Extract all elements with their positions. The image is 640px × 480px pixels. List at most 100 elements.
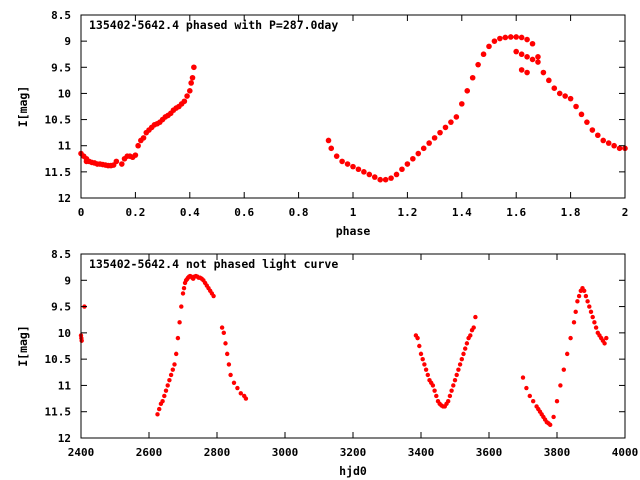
data-point (593, 325, 599, 330)
data-point (524, 385, 529, 391)
data-point (180, 291, 186, 296)
y-tick-label: 9 (64, 274, 71, 287)
x-tick-label: 0.8 (289, 206, 309, 219)
data-point (382, 176, 389, 183)
data-point (561, 367, 566, 372)
y-tick-label: 11 (58, 379, 72, 392)
data-point (459, 101, 465, 107)
data-point (558, 383, 563, 388)
data-point (442, 124, 449, 131)
data-point (140, 135, 147, 141)
data-point (548, 422, 553, 428)
y-tick-label: 11.5 (45, 166, 72, 179)
data-point (223, 341, 228, 346)
data-point (188, 80, 194, 86)
data-point (471, 325, 476, 330)
data-point (454, 372, 459, 378)
data-point (437, 129, 443, 136)
data-point (371, 174, 378, 180)
y-tick-label: 9.5 (51, 301, 71, 314)
data-point (584, 119, 590, 125)
data-point (592, 320, 597, 325)
data-point (179, 304, 184, 309)
data-point (611, 142, 617, 149)
x-tick-label: 3000 (272, 446, 299, 459)
data-point (399, 166, 405, 173)
x-tick-label: 2 (622, 206, 629, 219)
x-tick-label: 3200 (340, 446, 367, 459)
data-point (582, 288, 587, 293)
data-point (518, 51, 525, 58)
data-point (155, 412, 160, 417)
data-point (448, 119, 454, 125)
data-point (602, 341, 607, 346)
data-point (573, 309, 578, 315)
data-point (228, 372, 233, 378)
data-point (616, 145, 623, 152)
data-point (573, 103, 579, 110)
data-point (172, 362, 177, 367)
x-tick-label: 2600 (136, 446, 163, 459)
x-tick-label: 1.4 (452, 206, 472, 219)
x-tick-label: 2400 (68, 446, 95, 459)
data-point (497, 35, 503, 42)
data-point (589, 127, 596, 133)
data-point (513, 34, 519, 40)
data-point (457, 362, 463, 367)
data-point (449, 388, 454, 393)
data-point (113, 158, 120, 165)
data-point (464, 88, 471, 94)
data-point (486, 43, 492, 50)
data-point (162, 393, 167, 399)
x-tick-label: 3400 (408, 446, 435, 459)
data-point (551, 85, 558, 91)
data-point (535, 59, 541, 65)
data-point (184, 93, 190, 99)
phased-data-points (78, 34, 628, 183)
data-point (177, 320, 182, 325)
data-point (513, 48, 519, 55)
data-point (588, 309, 594, 315)
data-point (567, 95, 574, 102)
data-point (568, 335, 573, 341)
data-point (456, 367, 461, 372)
x-tick-label: 3800 (544, 446, 571, 459)
data-point (524, 54, 530, 60)
data-point (587, 304, 592, 309)
data-point (451, 383, 456, 388)
data-point (189, 74, 196, 81)
data-point (527, 393, 532, 399)
data-point (243, 396, 249, 401)
data-point (219, 325, 225, 330)
data-point (165, 383, 170, 388)
data-point (132, 152, 139, 158)
y-tick-label: 10.5 (45, 353, 72, 366)
data-point (459, 356, 464, 362)
x-tick-label: 2800 (204, 446, 231, 459)
data-point (119, 161, 125, 167)
data-point (160, 399, 165, 404)
data-point (604, 335, 609, 341)
data-point (475, 61, 481, 68)
data-point (605, 140, 612, 146)
y-axis-label: I[mag] (16, 325, 30, 367)
data-point (571, 320, 577, 325)
data-point (452, 377, 458, 383)
data-point (181, 285, 187, 291)
data-point (468, 333, 473, 338)
y-axis-label: I[mag] (16, 86, 30, 128)
data-point (562, 93, 568, 99)
x-tick-label: 1.2 (397, 206, 417, 219)
unphased-data-points (78, 273, 609, 428)
data-point (540, 69, 547, 76)
data-point (404, 161, 411, 167)
data-point (420, 356, 425, 362)
data-point (174, 351, 179, 357)
data-point (554, 399, 560, 404)
data-point (328, 145, 335, 152)
data-point (168, 372, 174, 378)
x-tick-label: 3600 (476, 446, 503, 459)
x-tick-label: 0.6 (234, 206, 254, 219)
y-tick-label: 10 (58, 87, 71, 100)
